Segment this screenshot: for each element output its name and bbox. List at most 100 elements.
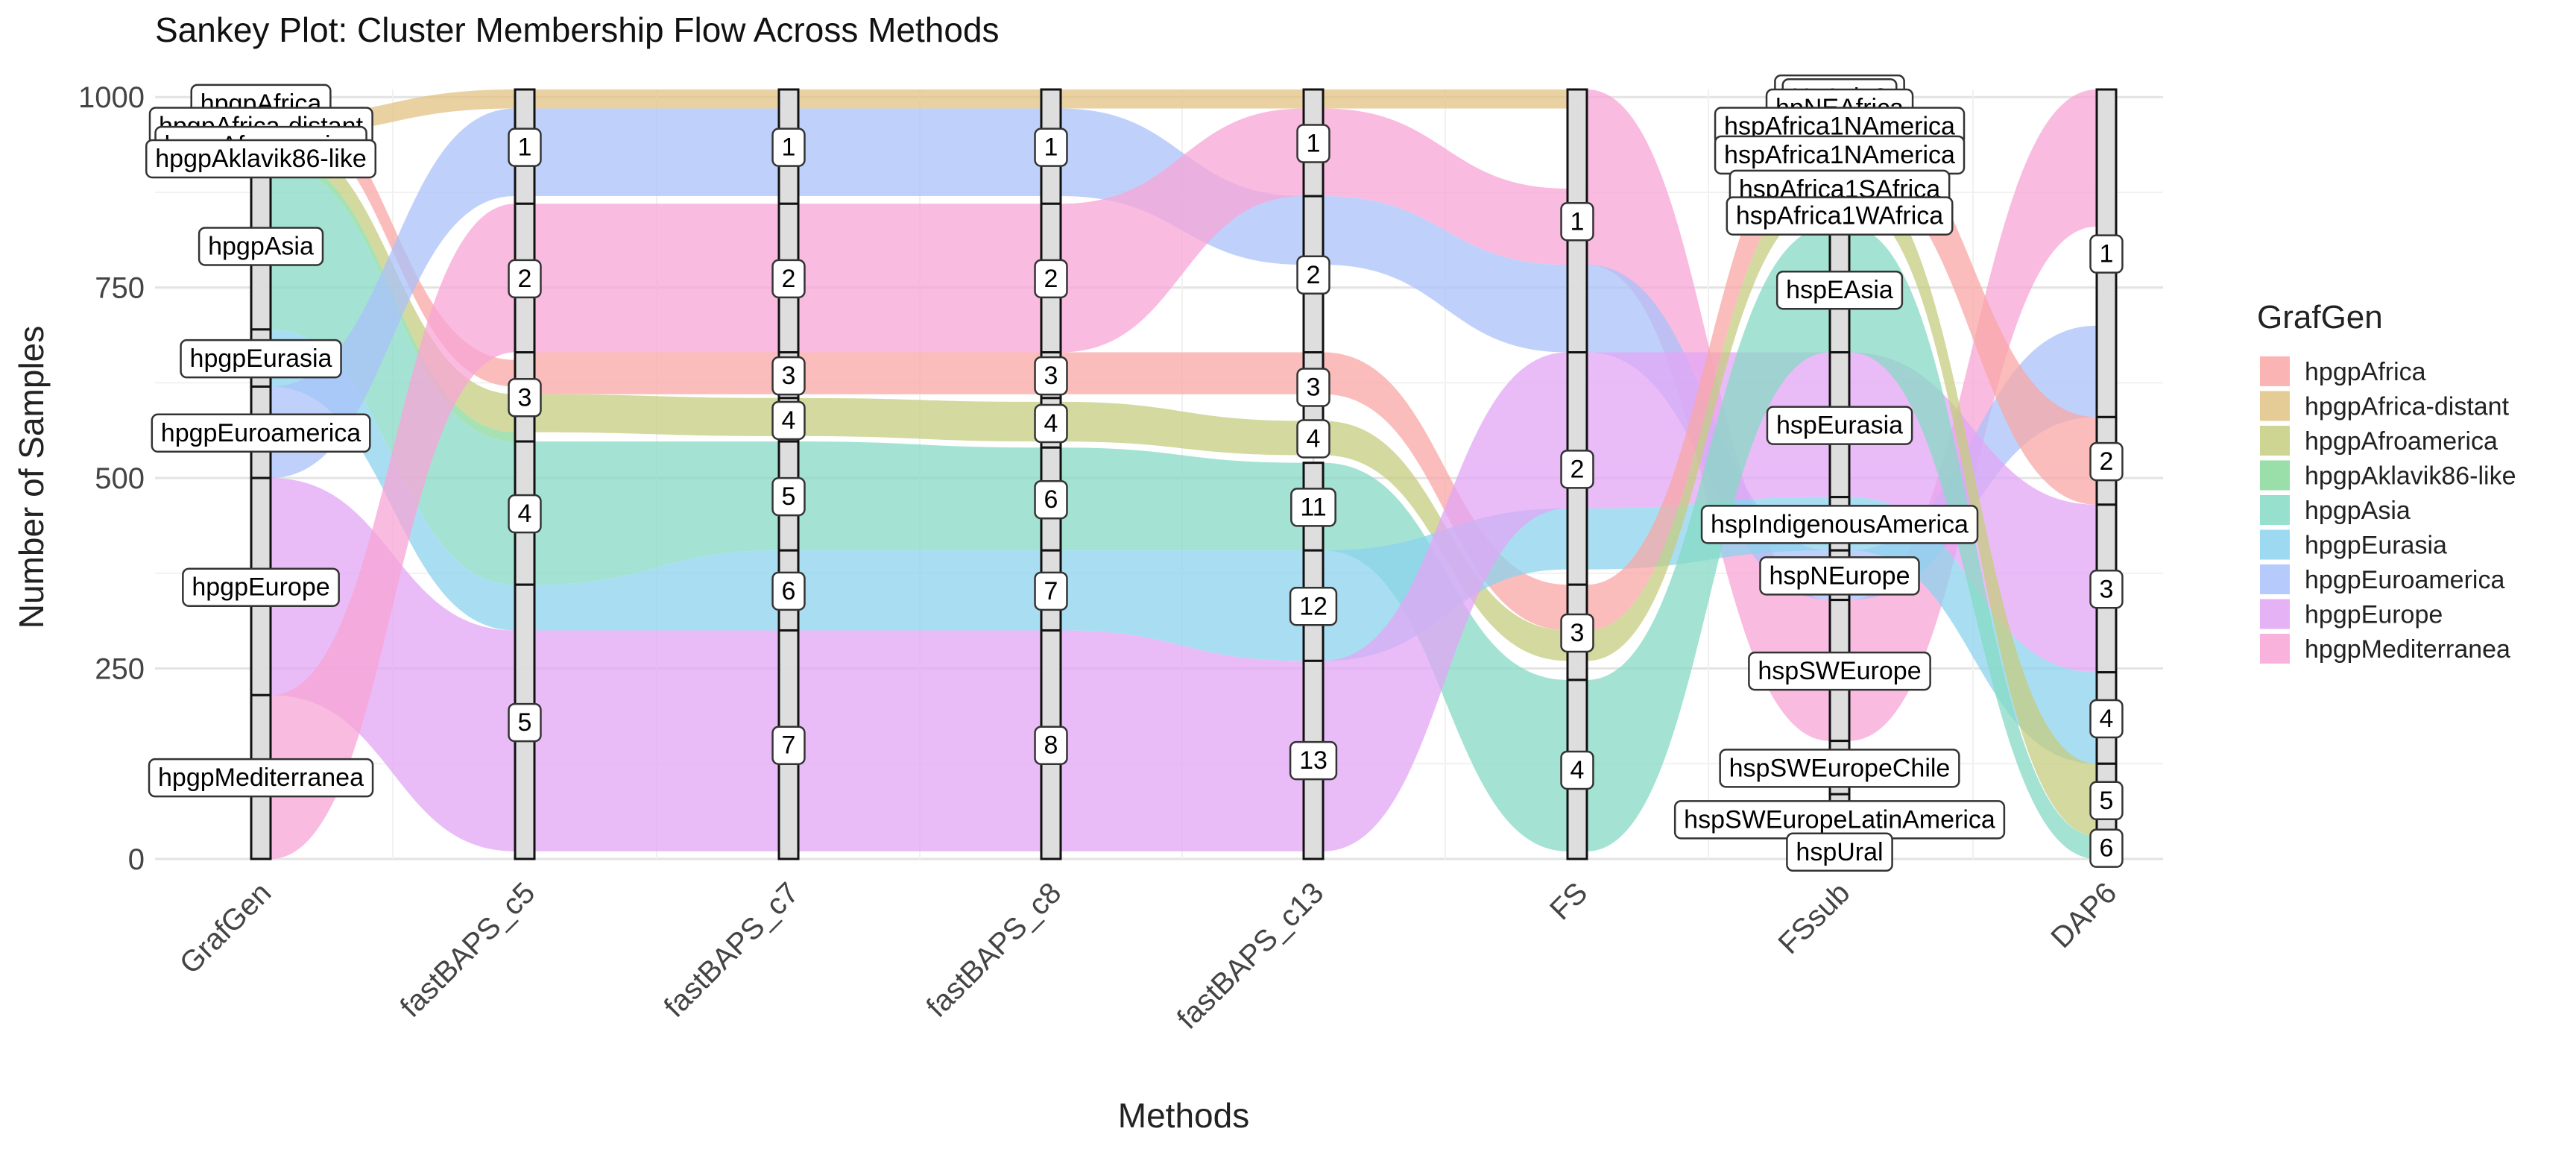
stratum-label-text: 6 — [782, 577, 796, 605]
flow-band-hpgpMediterranea — [798, 204, 1041, 353]
stratum-label-FSsub: hspAfrica1NAmerica — [1714, 135, 1966, 175]
stratum-label-DAP6: 4 — [2089, 699, 2124, 739]
stratum-label-box — [180, 339, 342, 379]
legend-swatch — [2260, 356, 2290, 386]
stratum-label-fastBAPS_c13: 13 — [1289, 740, 1338, 781]
flow-band-hpgpMediterranea — [271, 204, 515, 859]
stratum-label-text: 11 — [1300, 493, 1326, 521]
stratum-label-text: hspNEurope — [1769, 561, 1910, 590]
flow-band-hpgpEuroamerica — [271, 108, 515, 479]
stratum-label-box — [1034, 259, 1068, 299]
y-tick-label: 0 — [128, 843, 145, 876]
x-tick-label: fastBAPS_c8 — [921, 876, 1068, 1024]
stratum-label-box — [771, 571, 806, 611]
legend-swatch — [2260, 495, 2290, 525]
stratum-label-box — [1034, 128, 1068, 167]
flow-band-hpgpAsia — [1061, 447, 1304, 551]
legend: GrafGen hpgpAfrica hpgpAfrica-distant hpgp… — [2257, 299, 2516, 664]
stratum-label-text: 8 — [1044, 731, 1058, 760]
stratum-label-text: hspEAsia — [1786, 276, 1893, 304]
stratum-label-fastBAPS_c8: 8 — [1034, 725, 1068, 765]
stratum-label-text: hpgpEurope — [192, 573, 329, 602]
flow-band-hpgpEurope — [1061, 630, 1304, 851]
stratum-label-text: 3 — [2100, 575, 2114, 603]
stratum-label-box — [1560, 202, 1594, 242]
stratum-label-text: 3 — [1570, 619, 1585, 647]
stratum-label-box — [771, 400, 806, 441]
stratum-label-fastBAPS_c8: 1 — [1034, 128, 1068, 167]
legend-entry-label: hpgpEuroamerica — [2305, 566, 2504, 594]
flow-band-hpgpEurope — [798, 630, 1041, 851]
stratum-label-fastBAPS_c7: 6 — [771, 571, 806, 611]
stratum-label-fastBAPS_c7: 4 — [771, 400, 806, 441]
nodes: hpgpAfricahpgpAfrica-distanthpgpAfroamer… — [145, 74, 2124, 872]
flow-band-hpgpMediterranea — [1323, 108, 1568, 265]
stratum-label-fastBAPS_c5: 3 — [508, 378, 542, 418]
stratum-label-FSsub: hspAfrica1WAfrica — [1726, 196, 1954, 236]
flow-band-hpgpEurasia — [1061, 550, 1304, 661]
stratum-label-fastBAPS_c8: 4 — [1034, 403, 1068, 444]
stratum-label-DAP6: 3 — [2089, 570, 2124, 609]
stratum-label-box — [1775, 270, 1904, 310]
stratum-label-text: 3 — [518, 383, 532, 412]
stratum-label-box — [2089, 699, 2124, 739]
legend-entry-label: hpgpAklavik86-like — [2305, 462, 2516, 491]
x-tick-label: fastBAPS_c13 — [1171, 876, 1330, 1036]
stratum-label-fastBAPS_c5: 2 — [508, 259, 542, 299]
flow-band-hpgpAfroamerica — [798, 397, 1041, 442]
x-tick-label: fastBAPS_c7 — [658, 876, 806, 1024]
stratum-label-text: hspAfrica1WAfrica — [1736, 202, 1943, 230]
stratum-label-FSsub: hspIndigenousAmerica — [1700, 505, 1979, 544]
stratum-label-text: 3 — [782, 362, 796, 390]
stratum-label-DAP6: 5 — [2089, 781, 2124, 821]
stratum-label-text: 6 — [1044, 485, 1058, 514]
flow-band-hpgpAfrica-distant — [534, 89, 779, 109]
chart-title: Sankey Plot: Cluster Membership Flow Acr… — [155, 10, 1000, 49]
legend-swatch — [2260, 599, 2290, 629]
stratum-label-DAP6: 6 — [2089, 828, 2124, 868]
stratum-label-fastBAPS_c13: 1 — [1296, 124, 1330, 163]
stratum-label-text: 6 — [2100, 834, 2114, 863]
legend-swatch — [2260, 460, 2290, 491]
legend-swatch — [2260, 634, 2290, 664]
stratum-label-text: hpgpAklavik86-like — [155, 145, 367, 173]
x-tick-label: FSsub — [1772, 876, 1857, 960]
stratum-label-FSsub: hspEurasia — [1766, 406, 1913, 445]
stratum-label-text: 1 — [518, 133, 532, 162]
stratum-label-GrafGen: hpgpAsia — [198, 227, 324, 266]
stratum-label-text: hspUral — [1796, 838, 1883, 866]
stratum-label-box — [1034, 403, 1068, 444]
stratum-label-box — [2089, 828, 2124, 868]
stratum-label-text: hspAfrica1NAmerica — [1724, 141, 1955, 169]
flow-band-hpgpAfrica — [271, 89, 515, 387]
stratum-label-box — [1034, 356, 1068, 396]
stratum-label-GrafGen: hpgpEuroamerica — [151, 413, 371, 453]
stratum-label-fastBAPS_c7: 7 — [771, 725, 806, 765]
stratum-label-text: 4 — [1307, 424, 1321, 453]
stratum-label-text: hpgpEurasia — [190, 344, 332, 373]
stratum-label-FSsub: hspUral — [1786, 832, 1893, 872]
legend-entry-label: hpgpAsia — [2305, 497, 2411, 525]
flow-band-hpgpAfroamerica — [1849, 173, 2097, 837]
stratum-label-box — [1560, 613, 1594, 653]
stratum-label-text: 3 — [1044, 362, 1058, 390]
stratum-label-box — [151, 413, 371, 453]
stratum-label-box — [1296, 368, 1330, 407]
flow-band-hpgpAsia — [798, 441, 1041, 551]
stratum-label-fastBAPS_c5: 4 — [508, 494, 542, 534]
stratum-label-text: hpgpMediterranea — [158, 764, 364, 792]
stratum-label-text: hspIndigenousAmerica — [1711, 510, 1969, 538]
flow-band-hpgpAfroamerica — [1587, 173, 1830, 661]
legend-swatch — [2260, 391, 2290, 421]
flow-band-hpgpAfroamerica — [1061, 401, 1304, 456]
stratum-label-fastBAPS_c8: 7 — [1034, 571, 1068, 611]
stratum-label-box — [2089, 441, 2124, 482]
flow-band-hpgpEurasia — [534, 550, 779, 631]
stratum-label-text: hspSWEurope — [1758, 657, 1921, 685]
legend-entry-label: hpgpAfroamerica — [2305, 427, 2498, 456]
flow-band-hpgpEurope — [1323, 352, 1568, 851]
stratum-label-box — [508, 128, 542, 167]
stratum-label-text: 4 — [518, 500, 532, 528]
stratum-label-box — [1786, 832, 1893, 872]
stratum-label-FS: 3 — [1560, 613, 1594, 653]
